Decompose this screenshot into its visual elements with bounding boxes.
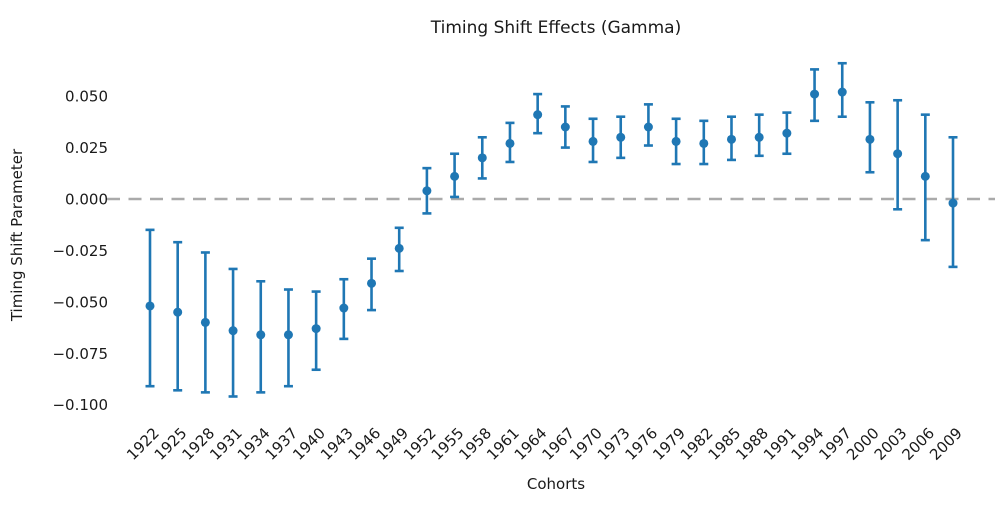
error-bar [810,68,820,123]
data-point [948,198,958,208]
y-tick-label: −0.050 [52,293,108,311]
data-point [283,330,293,340]
data-point [339,303,349,313]
error-bar [283,288,293,388]
data-point [533,110,543,120]
error-bar [450,152,460,199]
x-tick-label: 2009 [926,424,966,464]
error-bar [699,119,709,166]
error-bar [505,121,515,164]
error-bar [311,290,321,372]
data-point [865,134,875,144]
data-point [616,132,626,142]
data-point [311,324,321,334]
error-bar [920,113,930,242]
data-point [145,301,155,311]
error-bar [754,113,764,158]
data-point [671,136,681,146]
error-bar [616,115,626,160]
error-bar [145,228,155,388]
errorbar-layer [145,61,958,398]
y-tick-label: 0.025 [65,139,108,157]
data-point [394,243,404,253]
error-bar [643,103,653,147]
data-point [810,89,820,99]
error-bar [671,117,681,166]
data-point [588,136,598,146]
data-point [200,317,210,327]
error-bar [256,279,266,394]
error-bar [837,61,847,119]
data-point [367,278,377,288]
data-point [505,138,515,148]
data-point [699,138,709,148]
data-point [893,149,903,159]
error-bar [339,277,349,341]
y-tick-label: −0.075 [52,345,108,363]
y-tick-label: 0.050 [65,88,108,106]
data-point [450,171,460,181]
data-point [422,186,432,196]
y-tick-label: −0.100 [52,396,108,414]
error-bar [422,166,432,215]
error-bar [394,226,404,273]
data-point [920,171,930,181]
error-bar [173,240,183,392]
data-point [256,330,266,340]
data-point [726,134,736,144]
error-bar [782,111,792,156]
data-point [837,87,847,97]
x-axis-label: Cohorts [527,475,585,493]
data-point [173,307,183,317]
error-bar [533,92,543,135]
y-tick-label: −0.025 [52,242,108,260]
chart-title: Timing Shift Effects (Gamma) [430,18,681,38]
data-point [228,326,238,336]
data-point [754,132,764,142]
data-point [560,122,570,132]
error-bar [560,105,570,149]
error-bar [948,135,958,269]
x-tick-labels: 1922192519281931193419371940194319461949… [123,424,966,464]
error-bar [367,257,377,312]
data-point [477,153,487,163]
data-point [782,128,792,138]
y-tick-labels: 0.050 0.025 0.000 −0.025 −0.050 −0.075 −0.100 [52,88,108,415]
error-bar [200,251,210,394]
error-bar [893,98,903,211]
error-bar [865,101,875,174]
y-tick-label: 0.000 [65,191,108,209]
data-point [643,122,653,132]
error-bar [228,267,238,398]
error-bar [477,135,487,180]
error-bar [588,117,598,164]
error-bar [726,115,736,162]
y-axis-label: Timing Shift Parameter [8,148,26,322]
